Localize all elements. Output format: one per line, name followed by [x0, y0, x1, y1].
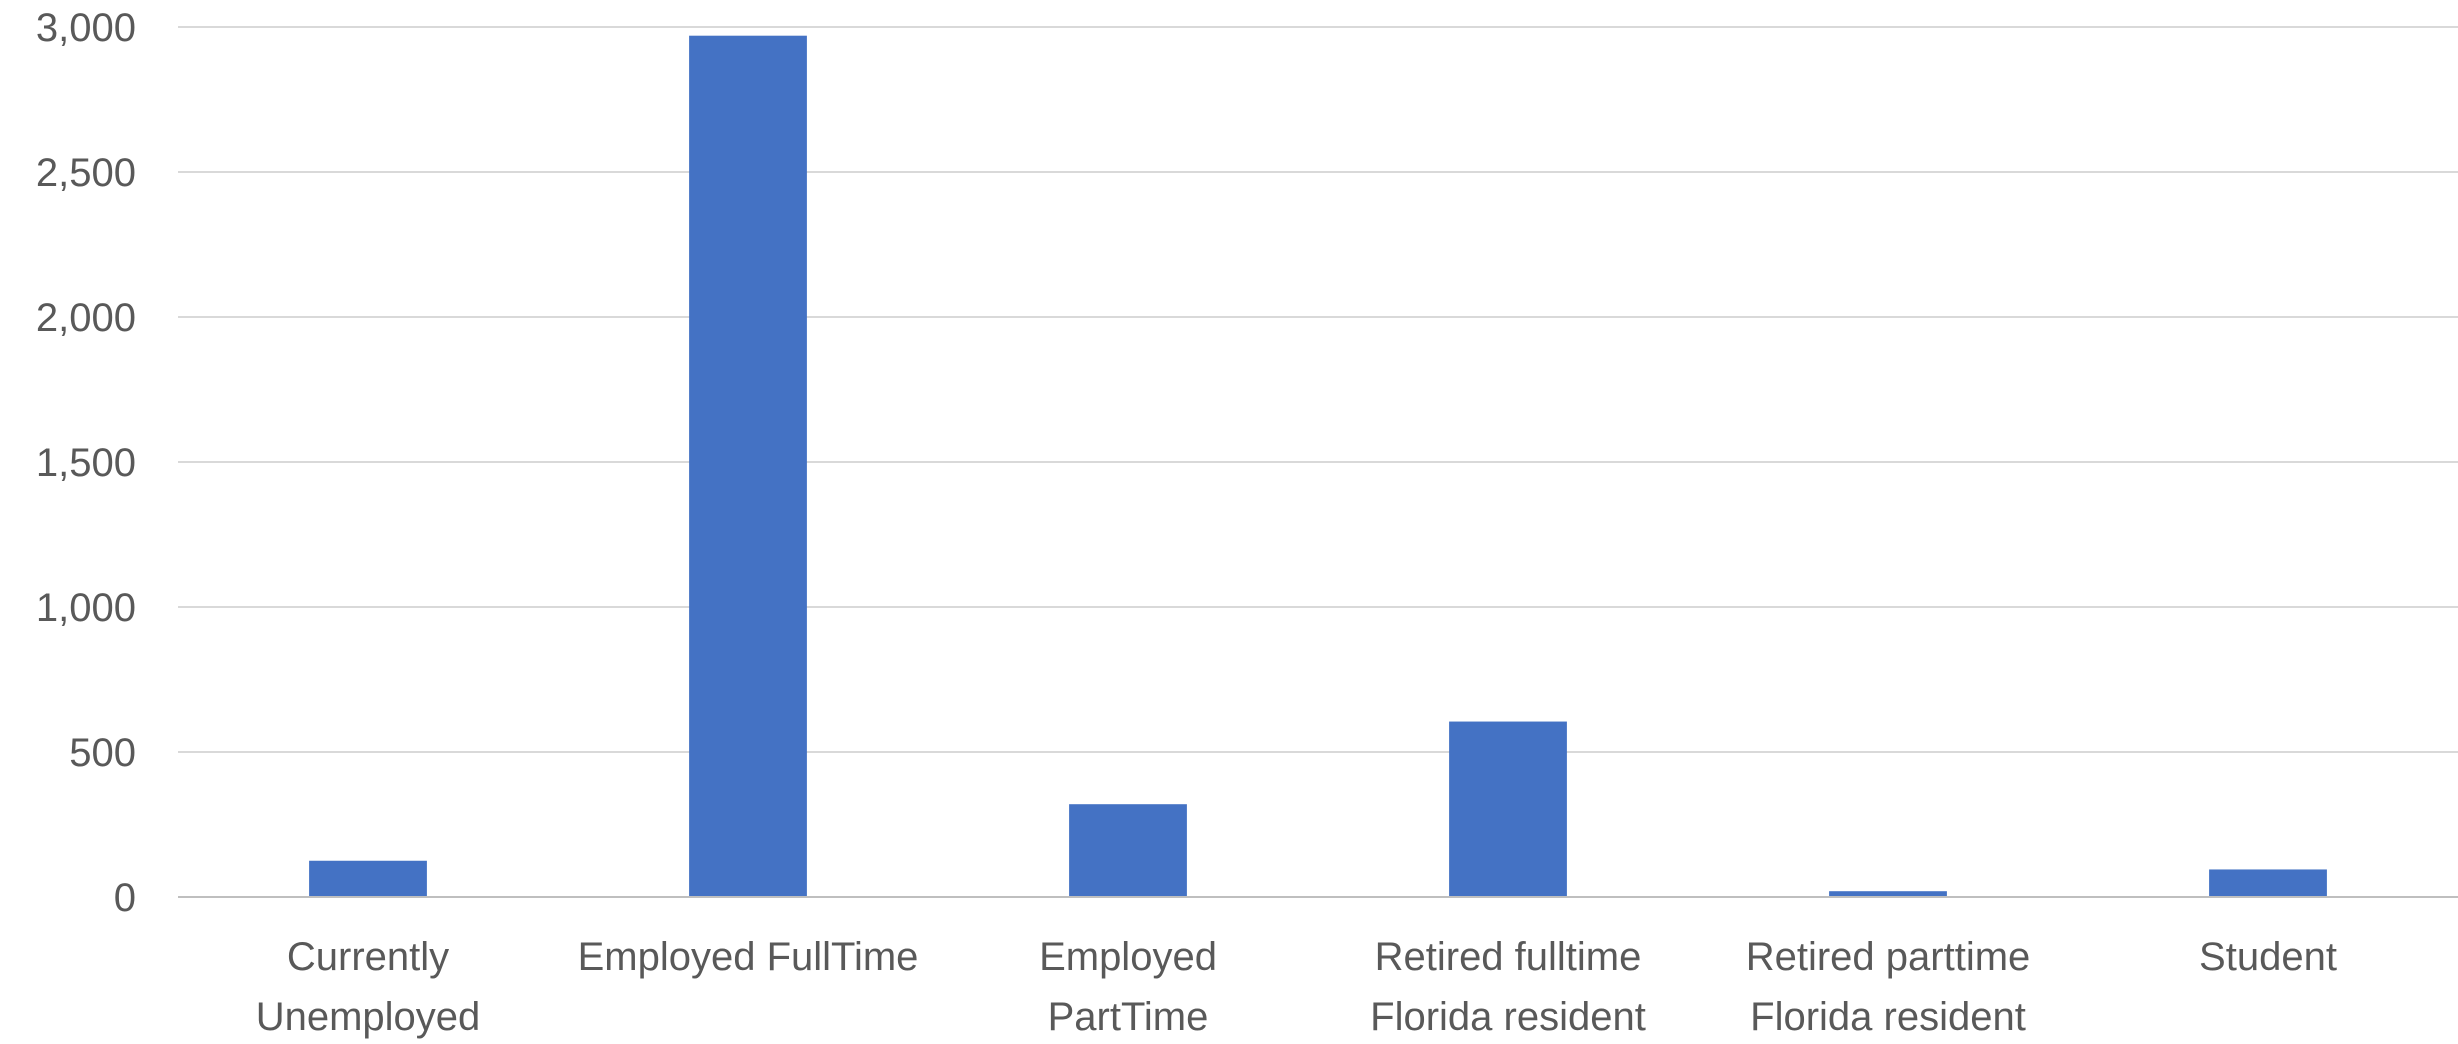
x-category-label: PartTime [1048, 995, 1209, 1039]
y-tick-label: 3,000 [36, 6, 136, 50]
y-tick-label: 2,500 [36, 151, 136, 195]
x-category-label: Employed [1039, 935, 1217, 979]
y-tick-label: 0 [114, 876, 136, 920]
x-category-label: Retired fulltime [1375, 935, 1642, 979]
y-tick-label: 500 [69, 731, 136, 775]
x-category-label: Retired parttime [1746, 935, 2031, 979]
x-axis-category-labels: Currently Unemployed Employed FullTime Empl… [256, 935, 2337, 1039]
bar [2209, 869, 2327, 897]
bars [309, 35, 2327, 897]
bar [1069, 804, 1187, 897]
x-category-label: Florida resident [1750, 995, 2026, 1039]
gridlines [178, 26, 2458, 753]
y-tick-label: 2,000 [36, 296, 136, 340]
x-category-label: Unemployed [256, 995, 481, 1039]
bar [689, 35, 807, 897]
x-category-label: Employed FullTime [578, 935, 919, 979]
y-tick-label: 1,500 [36, 441, 136, 485]
x-category-label: Currently [287, 935, 449, 979]
x-category-label: Florida resident [1370, 995, 1646, 1039]
y-tick-label: 1,000 [36, 586, 136, 630]
bar [1829, 891, 1947, 897]
bar [309, 860, 427, 897]
x-category-label: Student [2199, 935, 2337, 979]
bar [1449, 721, 1567, 897]
y-axis-tick-labels: 0 500 1,000 1,500 2,000 2,500 3,000 [36, 6, 136, 920]
